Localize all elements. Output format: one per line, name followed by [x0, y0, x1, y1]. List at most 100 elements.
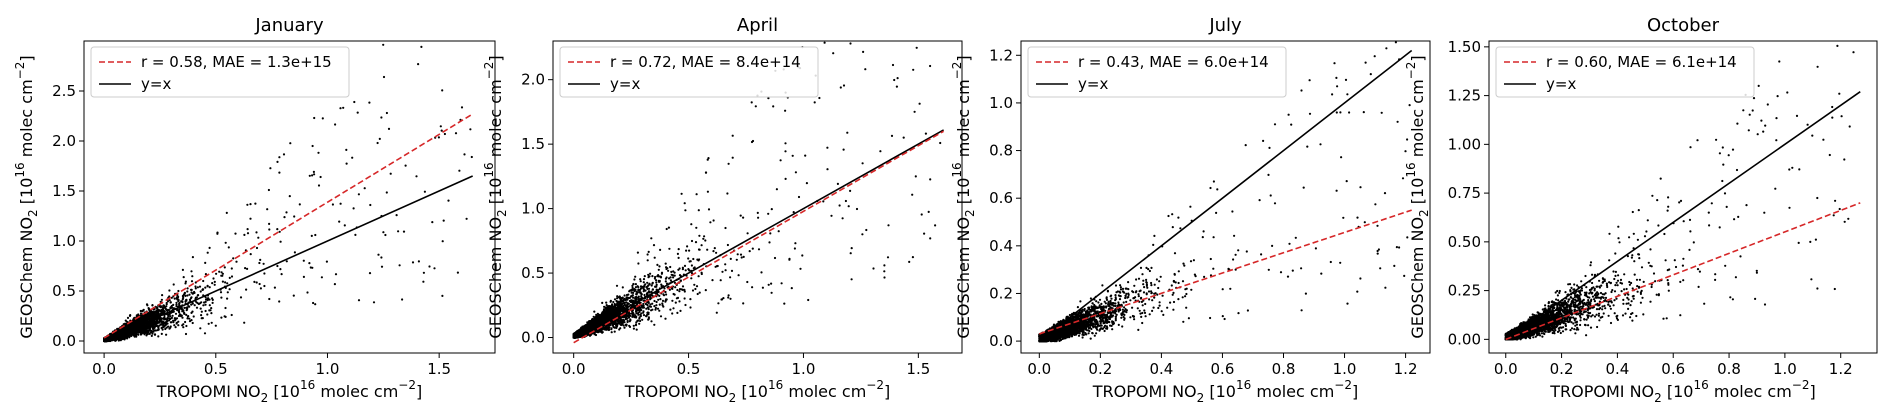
- scatter-point: [206, 313, 208, 315]
- scatter-point: [377, 142, 379, 144]
- scatter-point: [339, 107, 341, 109]
- scatter-point: [417, 63, 419, 65]
- scatter-point: [403, 231, 405, 233]
- scatter-point: [173, 324, 175, 326]
- scatter-point: [178, 308, 180, 310]
- scatter-point: [169, 315, 171, 317]
- scatter-point: [170, 306, 172, 308]
- scatter-point: [187, 315, 189, 317]
- scatter-point: [191, 275, 193, 277]
- scatter-point: [168, 289, 170, 291]
- scatter-point: [176, 322, 178, 324]
- scatter-point: [182, 326, 184, 328]
- scatter-point: [220, 297, 222, 299]
- scatter-point: [313, 171, 315, 173]
- scatter-point: [244, 267, 246, 269]
- scatter-point: [189, 320, 191, 322]
- scatter-point: [424, 191, 426, 193]
- scatter-point: [140, 310, 142, 312]
- scatter-point: [231, 314, 233, 316]
- scatter-point: [209, 304, 211, 306]
- scatter-point: [140, 312, 142, 314]
- scatter-point: [225, 242, 227, 244]
- scatter-point: [161, 305, 163, 307]
- scatter-point: [276, 161, 278, 163]
- scatter-point: [202, 280, 204, 282]
- scatter-point: [311, 174, 313, 176]
- scatter-point: [175, 302, 177, 304]
- scatter-point: [215, 273, 217, 275]
- scatter-point: [204, 304, 206, 306]
- scatter-point: [380, 116, 382, 118]
- scatter-point: [382, 44, 384, 46]
- scatter-point: [399, 264, 401, 266]
- scatter-point: [199, 286, 201, 288]
- scatter-point: [178, 304, 180, 306]
- scatter-point: [165, 305, 167, 307]
- scatter-point: [401, 298, 403, 300]
- scatter-point: [215, 325, 217, 327]
- scatter-point: [423, 272, 425, 274]
- scatter-point: [311, 235, 313, 237]
- scatter-point: [313, 117, 315, 119]
- scatter-point: [320, 176, 322, 178]
- scatter-point: [183, 307, 185, 309]
- scatter-point: [231, 275, 233, 277]
- scatter-point: [201, 317, 203, 319]
- scatter-point: [338, 221, 340, 223]
- scatter-point: [314, 234, 316, 236]
- scatter-point: [224, 315, 226, 317]
- scatter-point: [345, 149, 347, 151]
- scatter-point: [415, 175, 417, 177]
- scatter-point: [158, 329, 160, 331]
- scatter-point: [259, 283, 261, 285]
- scatter-point: [386, 112, 388, 114]
- scatter-point: [390, 173, 392, 175]
- scatter-point: [293, 295, 295, 297]
- scatter-point: [309, 175, 311, 177]
- scatter-point: [184, 321, 186, 323]
- scatter-point: [255, 231, 257, 233]
- scatter-point: [186, 306, 188, 308]
- scatter-point: [249, 203, 251, 205]
- scatter-point: [175, 326, 177, 328]
- scatter-point: [469, 128, 471, 130]
- scatter-point: [279, 231, 281, 233]
- scatter-point: [247, 232, 249, 234]
- scatter-point: [433, 267, 435, 269]
- scatter-point: [143, 309, 145, 311]
- scatter-point: [162, 322, 164, 324]
- scatter-point: [147, 331, 149, 333]
- scatter-point: [346, 163, 348, 165]
- scatter-point: [278, 300, 280, 302]
- scatter-point: [458, 170, 460, 172]
- scatter-point: [208, 299, 210, 301]
- scatter-point: [285, 211, 287, 213]
- scatter-point: [205, 301, 207, 303]
- scatter-point: [260, 287, 262, 289]
- scatter-point: [172, 315, 174, 317]
- scatter-point: [369, 272, 371, 274]
- scatter-point: [208, 309, 210, 311]
- scatter-point: [441, 89, 443, 91]
- scatter-point: [441, 130, 443, 132]
- scatter-point: [197, 286, 199, 288]
- scatter-point: [235, 261, 237, 263]
- scatter-point: [194, 304, 196, 306]
- scatter-point: [150, 313, 152, 315]
- scatter-point: [190, 291, 192, 293]
- scatter-point: [151, 304, 153, 306]
- scatter-point: [381, 266, 383, 268]
- scatter-point: [204, 287, 206, 289]
- scatter-point: [150, 331, 152, 333]
- scatter-point: [373, 301, 375, 303]
- scatter-point: [186, 294, 188, 296]
- scatter-point: [246, 204, 248, 206]
- scatter-point: [321, 276, 323, 278]
- scatter-point: [166, 323, 168, 325]
- scatter-point: [216, 233, 218, 235]
- scatter-point: [353, 207, 355, 209]
- scatter-point: [263, 263, 265, 265]
- scatter-point: [141, 327, 143, 329]
- scatter-point: [274, 287, 276, 289]
